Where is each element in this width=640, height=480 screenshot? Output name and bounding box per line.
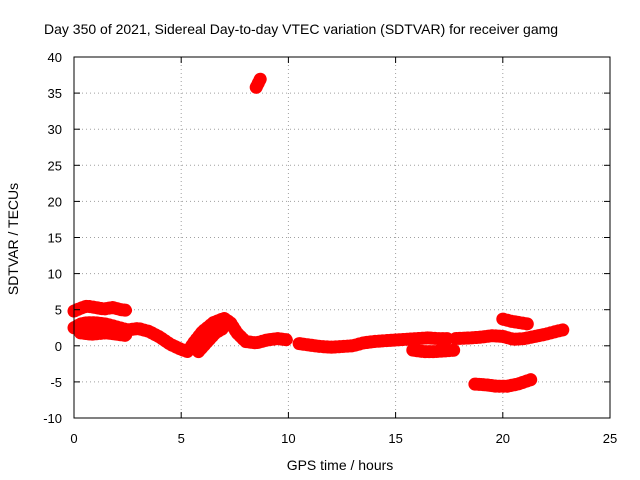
y-tick-label: 40 (48, 50, 62, 65)
tick-layer: 0 5 10 15 20 25 -10 -5 0 5 10 15 20 25 30 35 40 (43, 50, 617, 446)
y-tick-label: -5 (50, 375, 62, 390)
series-marks-track-lower-early (73, 326, 135, 343)
x-tick-label: 10 (281, 431, 295, 446)
series-layer (67, 72, 570, 393)
y-tick-label: 30 (48, 122, 62, 137)
series-marks-track-late (449, 323, 570, 346)
series-marks-track-main (67, 311, 295, 359)
y-tick-label: 15 (48, 231, 62, 246)
x-tick-label: 0 (70, 431, 77, 446)
series-marks-track-spike (249, 72, 267, 94)
grid-layer (74, 57, 610, 418)
series-marks-track-upper (67, 299, 135, 318)
y-tick-label: 25 (48, 158, 62, 173)
series-marks-track-negative (468, 373, 538, 393)
y-tick-label: 10 (48, 267, 62, 282)
x-tick-label: 15 (388, 431, 402, 446)
series-marks-track-mid-lower (406, 343, 463, 359)
chart-title: Day 350 of 2021, Sidereal Day-to-day VTE… (44, 21, 558, 37)
y-tick-label: 5 (55, 303, 62, 318)
y-tick-label: 0 (55, 339, 62, 354)
x-tick-label: 25 (603, 431, 617, 446)
series-marks-track-dip (191, 321, 231, 359)
y-tick-label: 20 (48, 194, 62, 209)
x-axis-label: GPS time / hours (287, 457, 394, 473)
y-tick-label: -10 (43, 411, 62, 426)
series-marks-track-mid (292, 331, 456, 354)
y-axis-label: SDTVAR / TECUs (5, 183, 21, 295)
series-marks-track-late-upper (496, 312, 535, 331)
y-tick-label: 35 (48, 86, 62, 101)
x-tick-label: 5 (178, 431, 185, 446)
x-tick-label: 20 (496, 431, 510, 446)
